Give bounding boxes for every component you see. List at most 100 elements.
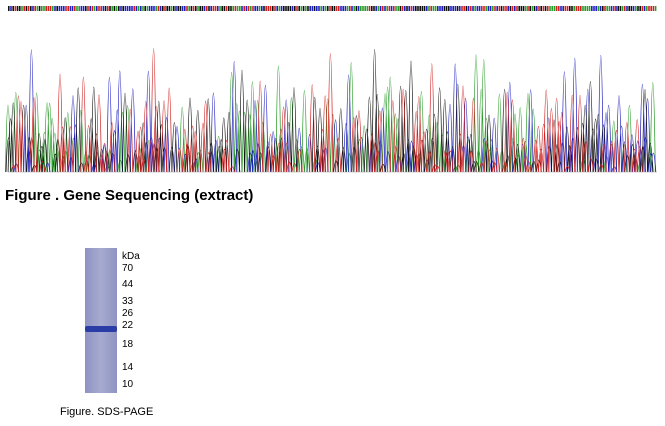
base-call bbox=[228, 6, 230, 11]
base-call bbox=[412, 6, 415, 11]
base-call bbox=[109, 6, 111, 11]
base-call bbox=[267, 6, 270, 11]
base-call bbox=[483, 6, 485, 11]
base-call bbox=[320, 6, 322, 11]
base-call bbox=[580, 6, 582, 11]
base-call bbox=[423, 6, 426, 11]
base-call bbox=[269, 6, 272, 11]
base-call bbox=[36, 6, 39, 11]
base-call bbox=[503, 6, 505, 11]
base-call bbox=[166, 6, 168, 11]
base-call bbox=[118, 6, 120, 11]
trace bbox=[10, 48, 643, 173]
base-call bbox=[65, 6, 67, 11]
base-call bbox=[157, 6, 160, 11]
base-call bbox=[408, 6, 410, 11]
base-call bbox=[146, 6, 149, 11]
base-call bbox=[258, 6, 261, 11]
base-call bbox=[593, 6, 595, 11]
base-call bbox=[113, 6, 116, 11]
base-call bbox=[591, 6, 593, 11]
base-call bbox=[577, 6, 580, 11]
base-call bbox=[181, 6, 184, 11]
base-call bbox=[643, 6, 646, 11]
base-call bbox=[89, 6, 91, 11]
base-call bbox=[245, 6, 248, 11]
base-call bbox=[533, 6, 536, 11]
base-call bbox=[406, 6, 408, 11]
base-call bbox=[364, 6, 366, 11]
base-call bbox=[254, 6, 256, 11]
base-call bbox=[307, 6, 309, 11]
base-call bbox=[324, 6, 327, 11]
base-call bbox=[560, 6, 562, 11]
base-call bbox=[49, 6, 52, 11]
base-call bbox=[619, 6, 622, 11]
base-call bbox=[280, 6, 283, 11]
base-call bbox=[302, 6, 305, 11]
base-call bbox=[102, 6, 105, 11]
base-call bbox=[43, 6, 45, 11]
base-call bbox=[520, 6, 523, 11]
base-call bbox=[305, 6, 307, 11]
base-call bbox=[331, 6, 333, 11]
base-call bbox=[168, 6, 171, 11]
base-call bbox=[540, 6, 542, 11]
base-call bbox=[459, 6, 461, 11]
base-call bbox=[549, 6, 551, 11]
base-call bbox=[135, 6, 138, 11]
base-call bbox=[10, 6, 12, 11]
base-call bbox=[351, 6, 353, 11]
base-call bbox=[544, 6, 547, 11]
base-call bbox=[203, 6, 206, 11]
base-call bbox=[67, 6, 69, 11]
base-call bbox=[597, 6, 600, 11]
base-call bbox=[201, 6, 204, 11]
base-call bbox=[179, 6, 182, 11]
base-call bbox=[421, 6, 424, 11]
base-call bbox=[234, 6, 237, 11]
base-call bbox=[144, 6, 146, 11]
base-call bbox=[536, 6, 538, 11]
base-call bbox=[151, 6, 153, 11]
base-call bbox=[27, 6, 30, 11]
base-call bbox=[445, 6, 448, 11]
base-call bbox=[522, 6, 525, 11]
base-call bbox=[509, 6, 512, 11]
marker-label: 10 bbox=[122, 379, 134, 390]
base-call bbox=[344, 6, 347, 11]
base-call bbox=[333, 6, 336, 11]
base-call bbox=[652, 6, 655, 11]
base-call bbox=[410, 6, 413, 11]
base-call bbox=[131, 6, 133, 11]
base-call bbox=[641, 6, 644, 11]
base-call bbox=[448, 6, 450, 11]
base-call bbox=[485, 6, 487, 11]
base-call bbox=[511, 6, 514, 11]
base-call bbox=[489, 6, 492, 11]
base-call bbox=[34, 6, 36, 11]
base-call bbox=[527, 6, 529, 11]
base-call bbox=[115, 6, 118, 11]
base-call bbox=[241, 6, 243, 11]
base-call bbox=[417, 6, 419, 11]
base-call bbox=[553, 6, 556, 11]
base-call bbox=[188, 6, 190, 11]
base-call bbox=[599, 6, 602, 11]
base-call bbox=[346, 6, 349, 11]
base-call bbox=[404, 6, 406, 11]
base-call bbox=[16, 6, 19, 11]
base-call bbox=[382, 6, 384, 11]
base-call bbox=[368, 6, 371, 11]
base-call bbox=[637, 6, 639, 11]
base-call bbox=[437, 6, 439, 11]
base-call bbox=[562, 6, 564, 11]
base-call bbox=[85, 6, 87, 11]
base-call bbox=[566, 6, 569, 11]
base-call bbox=[197, 6, 199, 11]
base-call bbox=[155, 6, 157, 11]
base-call bbox=[564, 6, 567, 11]
base-call bbox=[243, 6, 245, 11]
base-call bbox=[71, 6, 74, 11]
